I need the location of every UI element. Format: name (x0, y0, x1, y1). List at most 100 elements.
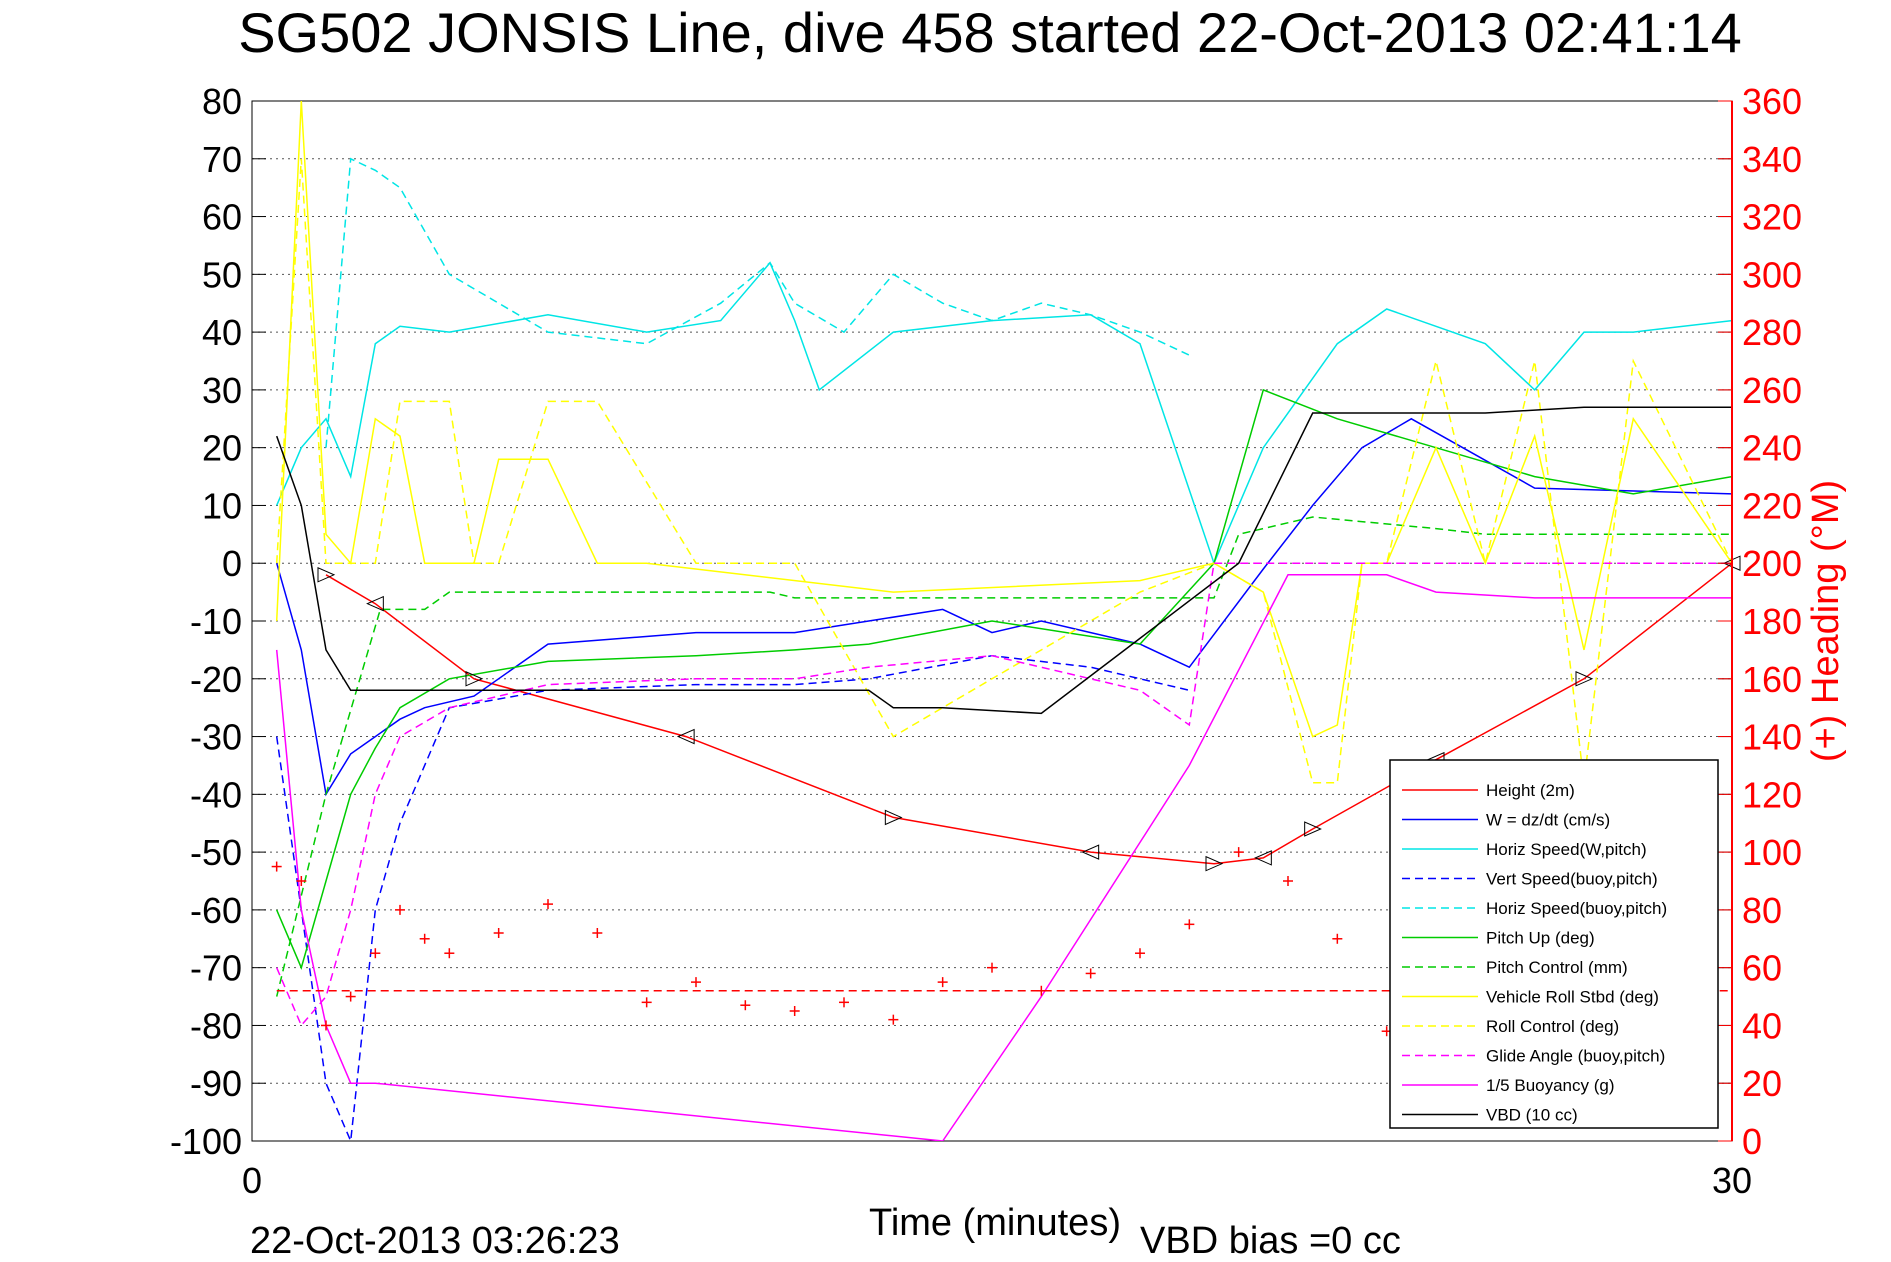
plot-area (251, 100, 1741, 1142)
right-tick-label: 340 (1742, 139, 1802, 180)
right-tick-label: 200 (1742, 543, 1802, 584)
heading-marker (345, 991, 356, 1002)
right-tick-label: 120 (1742, 774, 1802, 815)
legend-label: Horiz Speed(buoy,pitch) (1486, 899, 1667, 918)
profile-marker (1205, 855, 1224, 872)
heading-marker (493, 928, 504, 938)
heading-marker (1085, 968, 1096, 979)
heading-marker (888, 1014, 899, 1025)
heading-marker (395, 904, 405, 915)
right-tick-label: 360 (1742, 81, 1802, 122)
left-tick-label: 10 (202, 485, 242, 526)
heading-marker (641, 997, 652, 1008)
heading-marker (1135, 948, 1145, 959)
heading-marker (789, 1006, 800, 1016)
left-tick-label: -70 (190, 948, 242, 989)
footer-vbd-bias: VBD bias =0 cc (1140, 1220, 1401, 1262)
left-tick-label: -100 (170, 1121, 242, 1162)
left-tick-label: 40 (202, 312, 242, 353)
heading-marker (1233, 847, 1244, 858)
profile-marker (317, 567, 336, 583)
profile-marker (676, 728, 695, 745)
profile-marker (1575, 671, 1594, 687)
right-tick-label: 80 (1742, 890, 1782, 931)
legend-label: Height (2m) (1486, 781, 1575, 800)
series-line-4 (325, 157, 1190, 448)
right-tick-label: 180 (1742, 601, 1802, 642)
heading-marker (592, 928, 603, 938)
legend-label: Roll Control (deg) (1486, 1017, 1619, 1036)
right-tick-label: 100 (1742, 832, 1802, 873)
series-line-8 (275, 158, 1732, 784)
right-tick-label: 300 (1742, 254, 1802, 295)
legend-label: Horiz Speed(W,pitch) (1486, 840, 1647, 859)
heading-marker (321, 1020, 331, 1031)
series-line-1 (275, 417, 1732, 797)
heading-marker (1036, 985, 1047, 996)
right-tick-label: 140 (1742, 717, 1802, 758)
legend-box (1389, 759, 1719, 1129)
profile-marker (1081, 844, 1100, 860)
profile-marker (1304, 821, 1322, 837)
heading-marker (1283, 876, 1293, 886)
heading-marker (937, 977, 948, 988)
series-line-2 (276, 261, 1732, 566)
left-tick-label: -80 (190, 1005, 242, 1046)
legend-label: VBD (10 cc) (1486, 1106, 1578, 1125)
x-tick-label-30: 30 (1712, 1160, 1752, 1201)
left-tick-label: 20 (202, 428, 242, 469)
legend-label: W = dz/dt (cm/s) (1486, 811, 1610, 830)
left-tick-label: 60 (202, 197, 242, 238)
series-line-7 (275, 101, 1732, 738)
profile-marker (465, 671, 484, 687)
heading-marker (419, 933, 430, 944)
heading-marker (1184, 919, 1195, 930)
series-line-6 (275, 516, 1732, 997)
right-tick-label: 60 (1742, 948, 1782, 989)
left-tick-label: 70 (202, 139, 242, 180)
legend-label: Vehicle Roll Stbd (deg) (1486, 988, 1659, 1007)
left-tick-label: -50 (190, 832, 242, 873)
left-ticks: 80 70 60 50 40 30 20 10 0 -10 -20 -30 -40 -50 -60 -70 -8… (170, 81, 1732, 1162)
series-line-5 (276, 388, 1732, 970)
right-ticks: 3603403203002802602402202001801601401201… (1718, 81, 1802, 1162)
heading-marker (740, 1000, 751, 1011)
x-axis-label: Time (minutes) (869, 1202, 1121, 1244)
left-tick-label: -90 (190, 1063, 242, 1104)
y-axis-label-right: (+) Heading (°M) (1805, 480, 1847, 762)
right-tick-label: 0 (1742, 1121, 1762, 1162)
left-tick-label: 80 (202, 81, 242, 122)
heading-marker (543, 899, 553, 910)
series-line-3 (275, 654, 1190, 1141)
footer-timestamp: 22-Oct-2013 03:26:23 (250, 1220, 620, 1262)
legend-label: 1/5 Buoyancy (g) (1486, 1076, 1615, 1095)
left-tick-label: -10 (190, 601, 242, 642)
left-tick-label: -40 (190, 774, 242, 815)
series-line-10 (275, 574, 1732, 1141)
right-tick-label: 160 (1742, 659, 1802, 700)
right-tick-label: 40 (1742, 1005, 1782, 1046)
heading-marker (296, 876, 307, 886)
series-line-0 (325, 562, 1732, 865)
left-tick-label: 30 (202, 370, 242, 411)
heading-marker (839, 997, 849, 1008)
right-tick-label: 320 (1742, 197, 1802, 238)
chart-title: SG502 JONSIS Line, dive 458 started 22-O… (238, 1, 1742, 64)
left-tick-label: 0 (222, 543, 242, 584)
heading-marker (271, 861, 282, 872)
profile-marker (1254, 850, 1272, 866)
right-tick-label: 260 (1742, 370, 1802, 411)
legend-label: Pitch Up (deg) (1486, 929, 1595, 948)
right-tick-label: 220 (1742, 485, 1802, 526)
left-tick-label: -20 (190, 659, 242, 700)
right-tick-label: 20 (1742, 1063, 1782, 1104)
left-tick-label: -60 (190, 890, 242, 931)
legend-items: Height (2m) W = dz/dt (cm/s) Horiz Speed(W… (1402, 781, 1667, 1125)
legend: Height (2m) W = dz/dt (cm/s) Horiz Speed(W… (1389, 759, 1719, 1129)
heading-marker (1332, 933, 1343, 944)
profile-marker (884, 809, 903, 826)
legend-label: Pitch Control (mm) (1486, 958, 1628, 977)
series-line-11 (275, 406, 1732, 715)
heading-marker (444, 948, 455, 959)
